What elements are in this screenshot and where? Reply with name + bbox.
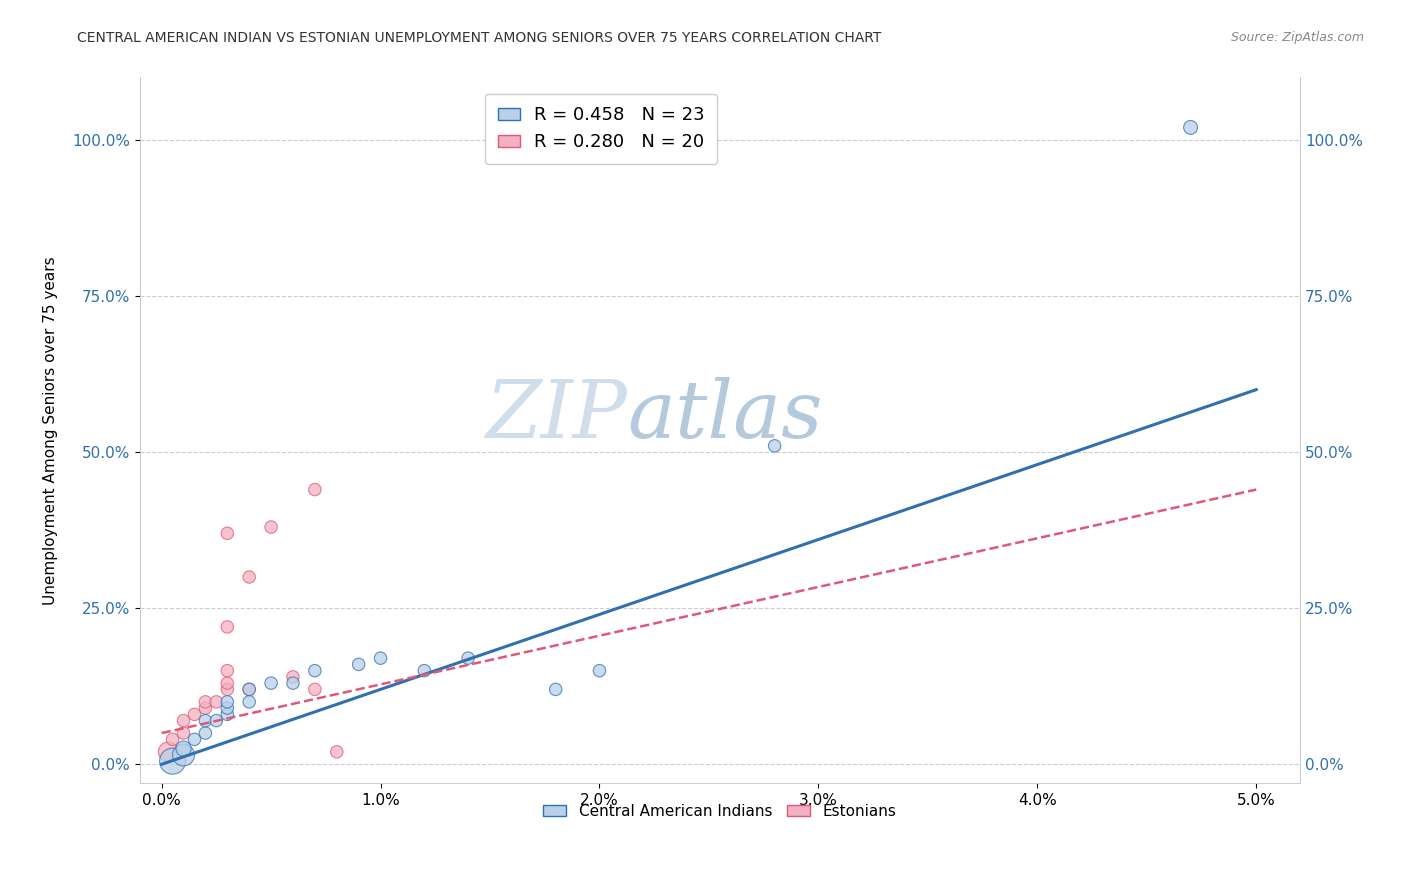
Point (183, 732, 205, 747)
Point (304, 682, 326, 697)
Point (370, 651, 392, 665)
Point (173, 726, 195, 740)
Point (1180, 120, 1202, 135)
Point (763, 439, 786, 453)
Point (304, 664, 326, 678)
Point (544, 682, 567, 697)
Point (173, 714, 195, 728)
Point (217, 695, 239, 709)
Point (183, 707, 205, 722)
Point (217, 676, 239, 690)
Y-axis label: Unemployment Among Seniors over 75 years: Unemployment Among Seniors over 75 years (44, 256, 58, 605)
Point (260, 676, 283, 690)
Point (304, 483, 326, 497)
Point (194, 714, 217, 728)
Point (326, 745, 349, 759)
Point (217, 682, 239, 697)
Text: CENTRAL AMERICAN INDIAN VS ESTONIAN UNEMPLOYMENT AMONG SENIORS OVER 75 YEARS COR: CENTRAL AMERICAN INDIAN VS ESTONIAN UNEM… (77, 31, 882, 45)
Point (162, 754, 184, 768)
Point (194, 726, 217, 740)
Point (194, 695, 217, 709)
Point (194, 701, 217, 715)
Point (281, 670, 304, 684)
Point (347, 657, 370, 672)
Point (162, 732, 184, 747)
Point (217, 526, 239, 541)
Point (588, 664, 610, 678)
Point (413, 664, 436, 678)
Point (238, 682, 260, 697)
Point (238, 570, 260, 584)
Text: atlas: atlas (627, 377, 823, 455)
Point (205, 714, 228, 728)
Point (238, 682, 260, 697)
Legend: Central American Indians, Estonians: Central American Indians, Estonians (537, 797, 903, 825)
Text: Source: ZipAtlas.com: Source: ZipAtlas.com (1230, 31, 1364, 45)
Point (217, 701, 239, 715)
Point (157, 745, 180, 759)
Point (217, 707, 239, 722)
Point (281, 676, 304, 690)
Point (205, 695, 228, 709)
Point (238, 695, 260, 709)
Point (457, 651, 479, 665)
Point (260, 520, 283, 534)
Point (217, 664, 239, 678)
Text: ZIP: ZIP (485, 377, 627, 455)
Point (173, 741, 195, 756)
Point (217, 620, 239, 634)
Point (173, 747, 195, 762)
